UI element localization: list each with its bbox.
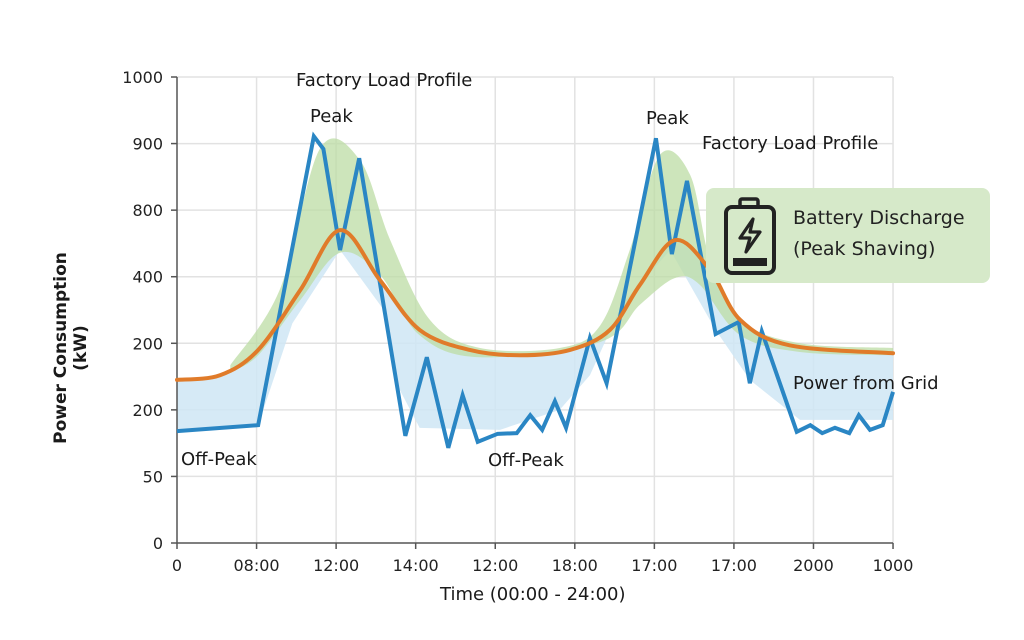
x-tick-label: 12:00 [313, 556, 359, 575]
x-tick-label: 17:00 [631, 556, 677, 575]
x-tick-label: 2000 [793, 556, 834, 575]
y-tick-label: 200 [132, 334, 163, 353]
annotation-off-peak: Off-Peak [488, 450, 564, 471]
battery-discharge-callout: Battery Discharge (Peak Shaving) [706, 188, 990, 283]
y-tick-label: 400 [132, 268, 163, 287]
y-tick-label: 1000 [122, 68, 163, 87]
annotation-factory-load-profile: Factory Load Profile [702, 133, 879, 154]
y-tick-label: 200 [132, 401, 163, 420]
y-axis-title: Power Consumption (kW) [51, 252, 91, 444]
callout-line-2: (Peak Shaving) [793, 238, 936, 260]
x-tick-label: 18:00 [552, 556, 598, 575]
callout-line-1: Battery Discharge [793, 207, 965, 229]
x-tick-label: 0 [172, 556, 182, 575]
annotation-power-from-grid: Power from Grid [793, 373, 939, 394]
x-tick-label: 1000 [873, 556, 914, 575]
annotation-peak: Peak [310, 106, 353, 127]
y-tick-label: 0 [153, 534, 163, 553]
y-tick-label: 50 [143, 467, 163, 486]
x-tick-label: 08:00 [234, 556, 280, 575]
annotation-off-peak: Off-Peak [181, 449, 257, 470]
annotation-factory-load-profile: Factory Load Profile [296, 70, 473, 91]
annotation-peak: Peak [646, 108, 689, 129]
smoothed-load-line [175, 228, 896, 382]
y-tick-label: 900 [132, 135, 163, 154]
y-tick-label: 800 [132, 201, 163, 220]
battery-charging-icon [724, 197, 776, 275]
x-axis-title: Time (00:00 - 24:00) [440, 584, 626, 605]
battery-discharge-band [230, 138, 894, 372]
x-tick-label: 14:00 [393, 556, 439, 575]
x-tick-label: 12:00 [472, 556, 518, 575]
x-tick-label: 17:00 [711, 556, 757, 575]
